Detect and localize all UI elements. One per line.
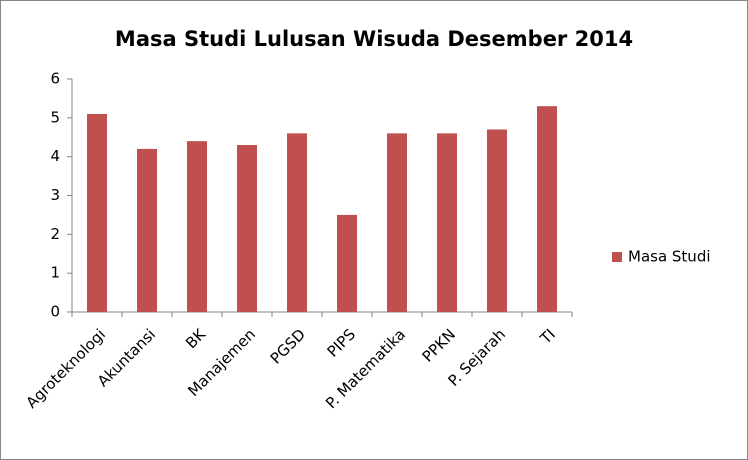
- bar: [287, 133, 307, 312]
- y-tick-label: 4: [50, 147, 60, 165]
- legend-label: Masa Studi: [628, 248, 711, 266]
- y-tick-label: 2: [50, 225, 60, 243]
- y-tick-label: 6: [50, 70, 60, 88]
- bar: [387, 133, 407, 312]
- y-tick-label: 1: [50, 264, 60, 282]
- bar: [137, 148, 157, 312]
- y-tick-label: 0: [50, 303, 60, 321]
- bar: [237, 145, 257, 312]
- legend-swatch: [612, 252, 622, 262]
- y-tick-label: 3: [50, 186, 60, 204]
- bar: [87, 113, 107, 312]
- y-tick-label: 5: [50, 108, 60, 126]
- bar: [537, 106, 557, 312]
- bar: [187, 141, 207, 312]
- bar: [437, 133, 457, 312]
- bar: [337, 214, 357, 312]
- bar: [487, 129, 507, 312]
- chart-title: Masa Studi Lulusan Wisuda Desember 2014: [115, 27, 633, 51]
